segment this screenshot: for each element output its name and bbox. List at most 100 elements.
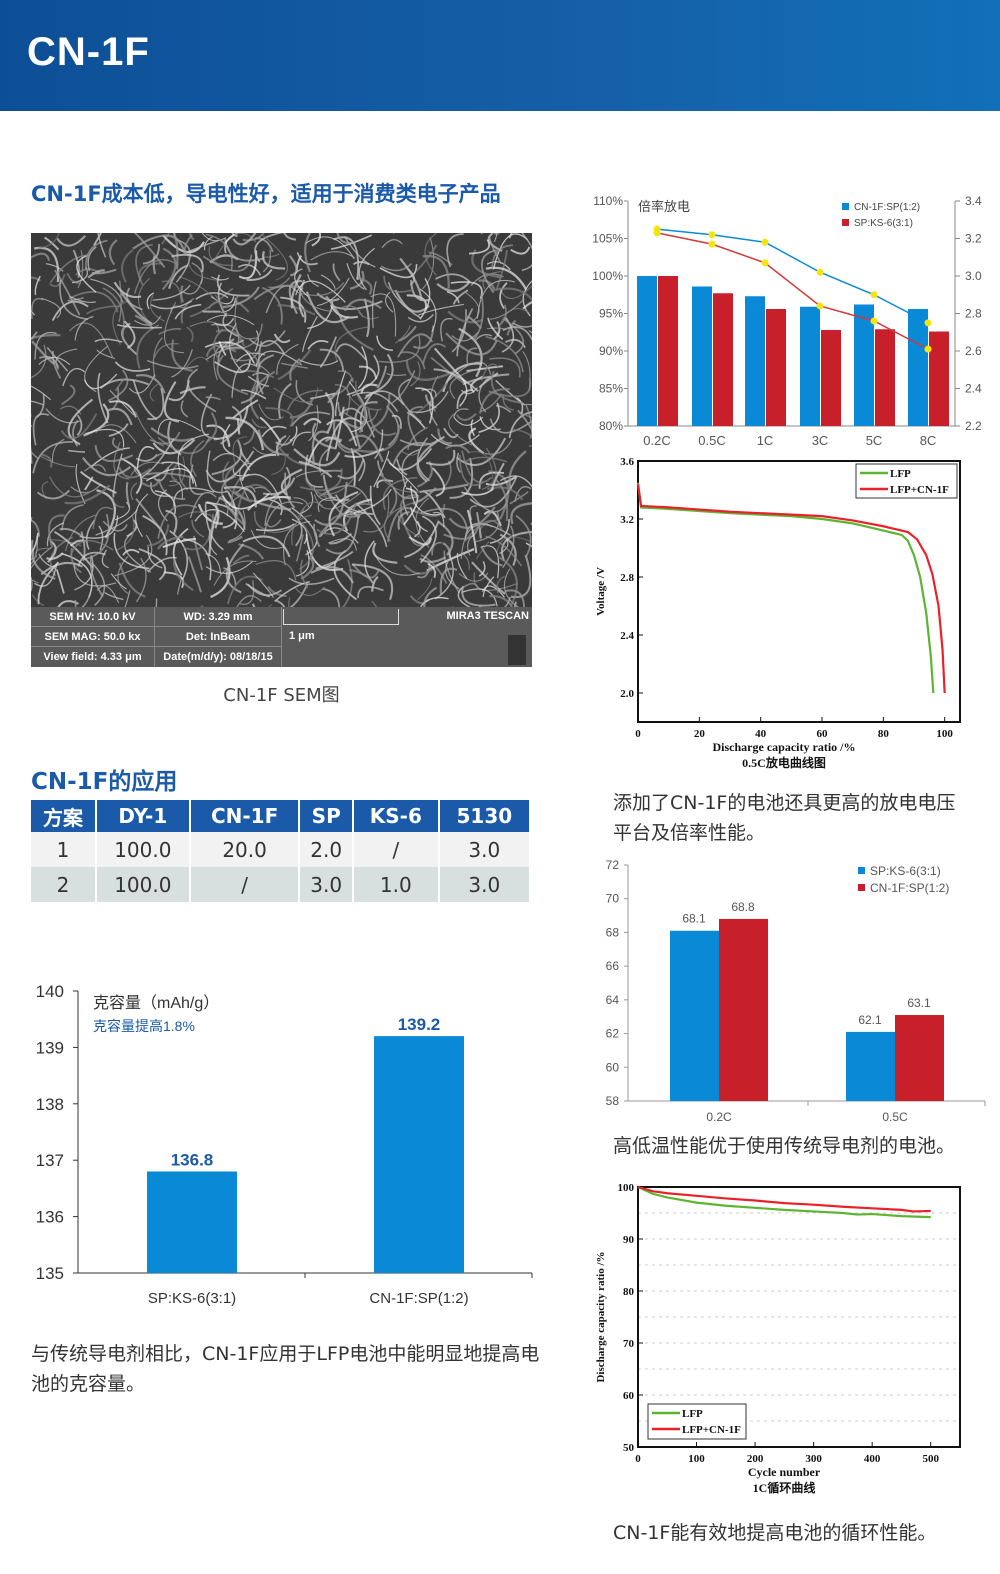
- nanotube-fiber: [343, 236, 376, 268]
- nanotube-fiber: [399, 257, 423, 301]
- nanotube-fiber: [445, 444, 470, 454]
- nanotube-fiber: [232, 436, 248, 465]
- nanotube-fiber: [447, 310, 483, 324]
- nanotube-fiber: [56, 235, 86, 247]
- nanotube-fiber: [456, 413, 477, 421]
- nanotube-fiber: [172, 528, 189, 576]
- y-tick-label: 60: [606, 1060, 620, 1074]
- nanotube-fiber: [214, 317, 235, 327]
- nanotube-fiber: [279, 503, 303, 547]
- nanotube-fiber: [141, 479, 161, 488]
- nanotube-fiber: [431, 541, 442, 556]
- nanotube-fiber: [313, 523, 321, 548]
- nanotube-fiber: [484, 438, 513, 455]
- nanotube-fiber: [419, 288, 437, 333]
- nanotube-fiber: [213, 560, 257, 586]
- nanotube-fiber: [126, 519, 138, 538]
- nanotube-fiber: [76, 414, 83, 436]
- nanotube-fiber: [135, 557, 147, 603]
- nanotube-fiber: [85, 239, 108, 271]
- temperature-paragraph: 高低温性能优于使用传统导电剂的电池。: [613, 1135, 956, 1157]
- nanotube-fiber: [265, 407, 294, 428]
- nanotube-fiber: [163, 302, 184, 354]
- nanotube-fiber: [272, 466, 291, 498]
- data-point: [870, 317, 878, 325]
- discharge-chart: 0 20 40 60 80 100 2.0 2.4 2.8 3.2 3.6 LFP LFP+CN-1F D…: [595, 456, 961, 770]
- nanotube-fiber: [321, 476, 356, 496]
- table-row: 2 100.0 / 3.0 1.0 3.0: [31, 867, 532, 902]
- y-tick-label: 2.0: [620, 688, 634, 700]
- sem-date: Date(m/d/y): 08/18/15: [155, 647, 282, 667]
- nanotube-fiber: [499, 304, 507, 325]
- nanotube-fiber: [51, 300, 89, 321]
- nanotube-fiber: [224, 233, 235, 254]
- nanotube-fiber: [354, 450, 366, 482]
- nanotube-fiber: [446, 233, 464, 268]
- nanotube-fiber: [328, 491, 359, 537]
- nanotube-fiber: [407, 406, 423, 447]
- data-label: 62.1: [858, 1013, 882, 1027]
- nanotube-fiber: [132, 234, 186, 255]
- nanotube-fiber: [296, 252, 318, 266]
- nanotube-fiber: [195, 292, 229, 300]
- nanotube-fiber: [87, 269, 105, 279]
- bar: [147, 1171, 237, 1273]
- nanotube-fiber: [462, 553, 470, 571]
- bar: [846, 1031, 895, 1101]
- nanotube-fiber: [456, 308, 474, 357]
- nanotube-fiber: [134, 411, 165, 447]
- nanotube-fiber: [470, 419, 476, 437]
- nanotube-fiber: [123, 320, 136, 349]
- data-point: [761, 259, 769, 267]
- legend-label: CN-1F:SP(1:2): [854, 202, 920, 213]
- nanotube-fiber: [514, 486, 532, 503]
- y-tick-label: 137: [36, 1151, 64, 1170]
- nanotube-fiber: [95, 509, 138, 536]
- nanotube-fiber: [101, 549, 109, 569]
- data-label: 68.1: [682, 912, 706, 926]
- nanotube-fiber: [351, 563, 394, 601]
- nanotube-fiber: [113, 453, 123, 497]
- nanotube-fiber: [379, 264, 418, 279]
- nanotube-fiber: [371, 575, 379, 592]
- x-tick-label: 3C: [812, 433, 829, 448]
- nanotube-fiber: [318, 445, 333, 473]
- nanotube-fiber: [168, 264, 189, 289]
- nanotube-fiber: [315, 550, 354, 570]
- bar: [800, 306, 820, 426]
- nanotube-fiber: [49, 536, 74, 577]
- nanotube-fiber: [109, 390, 135, 416]
- nanotube-fiber: [295, 470, 331, 478]
- temperature-chart: 58 60 62 64 66 68 70 72 0.2C 68.1 68.8 0.5C 62.1 63.1…: [606, 858, 986, 1124]
- nanotube-fiber: [208, 301, 224, 310]
- nanotube-fiber: [460, 524, 493, 560]
- nanotube-fiber: [396, 459, 408, 476]
- nanotube-fiber: [419, 556, 447, 563]
- nanotube-fiber: [75, 463, 86, 505]
- nanotube-fiber: [246, 268, 273, 281]
- y-tick-label: 90: [623, 1234, 635, 1246]
- x-tick-label: CN-1F:SP(1:2): [369, 1290, 468, 1307]
- nanotube-fiber: [225, 543, 245, 594]
- nanotube-fiber: [298, 460, 333, 479]
- nanotube-fiber: [232, 554, 250, 565]
- nanotube-fiber: [90, 447, 130, 467]
- nanotube-fiber: [432, 511, 445, 528]
- nanotube-fiber: [208, 246, 234, 267]
- nanotube-fiber: [167, 421, 182, 456]
- nanotube-fiber: [297, 501, 324, 518]
- nanotube-fiber: [93, 233, 103, 246]
- nanotube-fiber: [492, 287, 532, 301]
- nanotube-fiber: [311, 233, 322, 247]
- nanotube-fiber: [205, 233, 233, 270]
- nanotube-fiber: [310, 251, 355, 261]
- y-tick-label: 139: [36, 1038, 64, 1057]
- nanotube-fiber: [258, 340, 263, 369]
- data-label: 63.1: [907, 996, 931, 1010]
- nanotube-fiber: [153, 466, 170, 482]
- nanotube-fiber: [95, 424, 137, 444]
- nanotube-fiber: [187, 556, 202, 593]
- table-cell: 3.0: [438, 867, 532, 902]
- legend-label: LFP+CN-1F: [682, 1424, 741, 1436]
- nanotube-fiber: [435, 273, 471, 283]
